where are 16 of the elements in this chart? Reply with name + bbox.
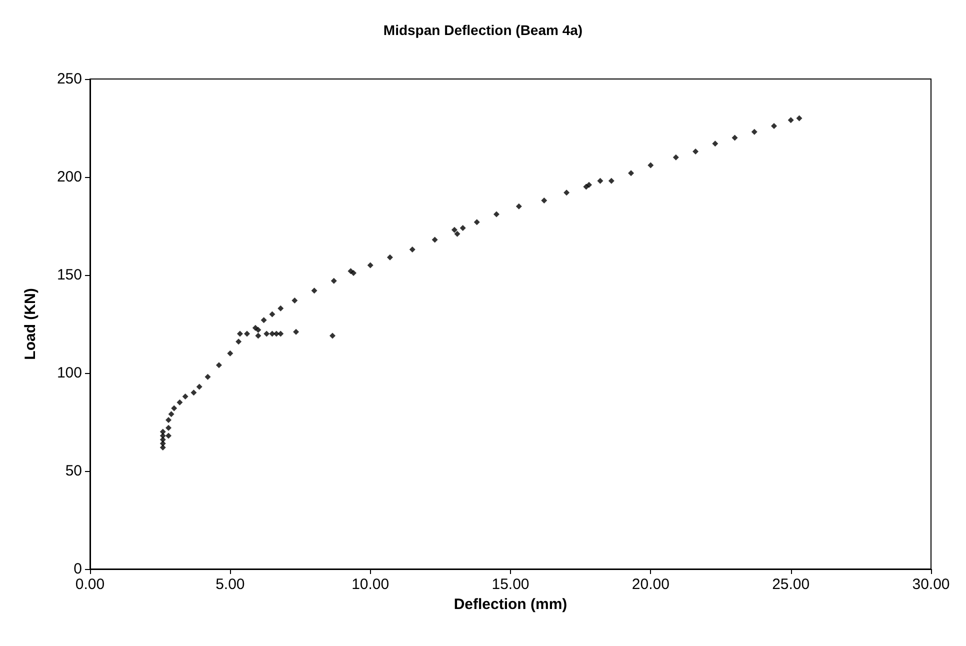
y-tick-label: 250 xyxy=(56,70,82,88)
x-tick-label: 0.00 xyxy=(75,576,105,593)
x-axis-title: Deflection (mm) xyxy=(454,596,568,613)
x-tick-label: 25.00 xyxy=(772,576,810,593)
y-tick-label: 100 xyxy=(56,364,82,382)
y-tick-label: 200 xyxy=(56,168,82,186)
x-tick-label: 20.00 xyxy=(632,576,670,593)
y-axis-title: Load (KN) xyxy=(22,288,39,360)
chart-title: Midspan Deflection (Beam 4a) xyxy=(383,22,583,38)
y-tick-label: 50 xyxy=(65,462,82,480)
x-tick-label: 30.00 xyxy=(912,576,950,593)
y-tick-label: 0 xyxy=(74,560,82,578)
x-tick-label: 10.00 xyxy=(352,576,390,593)
x-tick-label: 5.00 xyxy=(216,576,245,593)
y-tick-label: 150 xyxy=(56,266,82,284)
x-tick-label: 15.00 xyxy=(492,576,530,593)
